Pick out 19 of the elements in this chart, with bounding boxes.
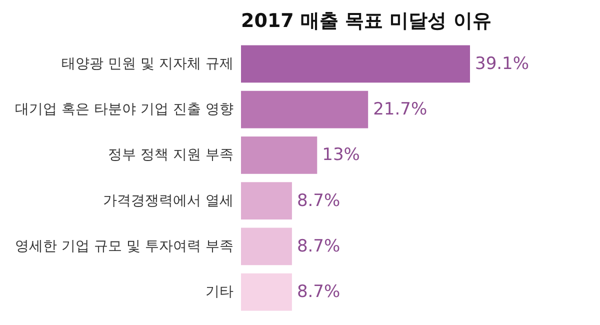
bar	[241, 228, 292, 266]
data-label: 8.7%	[296, 236, 340, 256]
bar	[241, 136, 318, 174]
data-label: 13%	[322, 145, 360, 166]
chart-title: 2017 매출 목표 미달성 이유	[241, 10, 492, 32]
bar	[241, 90, 368, 128]
y-tick-label: 기타	[206, 284, 234, 300]
data-label: 8.7%	[296, 190, 340, 211]
bar	[241, 182, 292, 220]
bar	[241, 273, 292, 311]
data-label: 39.1%	[475, 54, 530, 74]
y-tick-label: 대기업 혹은 타분야 기업 진출 영향	[15, 102, 234, 118]
data-label: 21.7%	[373, 100, 428, 120]
data-label: 8.7%	[296, 282, 340, 302]
y-tick-label: 정부 정책 지원 부족	[108, 147, 234, 164]
y-tick-label: 영세한 기업 규모 및 투자여력 부족	[15, 238, 234, 254]
y-tick-label: 태양광 민원 및 지자체 규제	[62, 56, 234, 72]
y-tick-label: 가격경쟁력에서 열세	[103, 192, 234, 209]
bar	[241, 45, 470, 83]
